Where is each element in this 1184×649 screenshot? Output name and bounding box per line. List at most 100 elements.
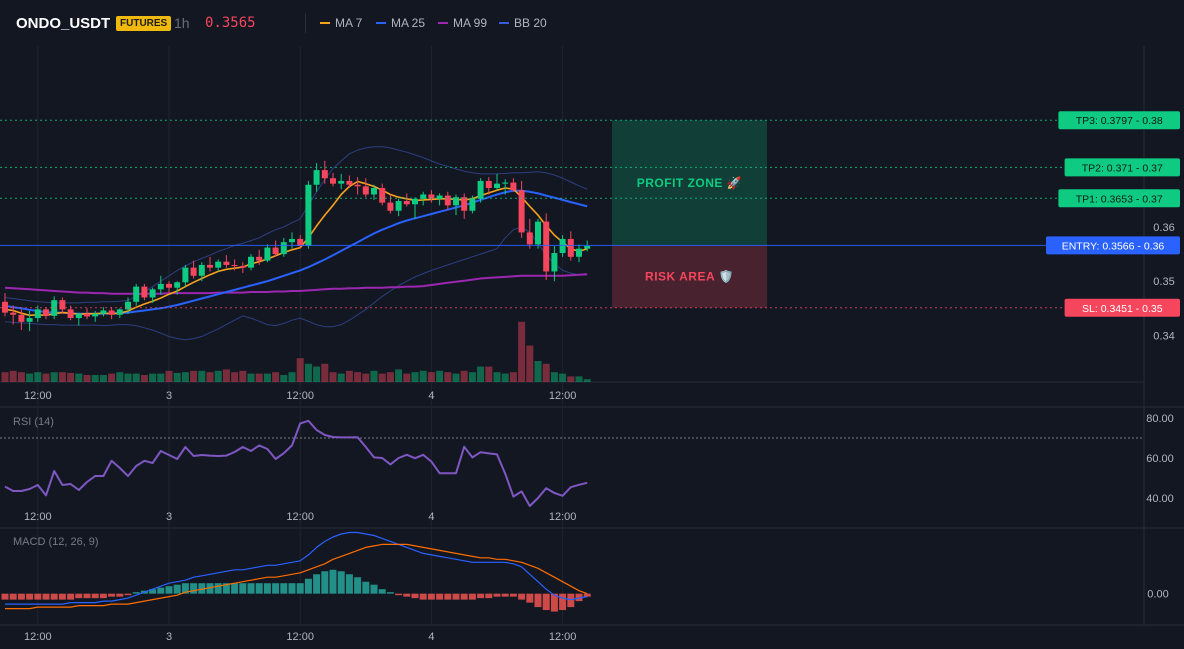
- chart-header: ONDO_USDT FUTURES 1h 0.3565 MA 7 MA 25 M…: [0, 0, 1184, 46]
- volume-bar: [559, 373, 567, 382]
- candle-body: [371, 187, 377, 195]
- macd-histogram-bar: [124, 593, 132, 596]
- candle-body: [428, 194, 435, 199]
- candle-body: [420, 194, 427, 199]
- time-axis-label: 4: [428, 390, 434, 402]
- volume-bar: [34, 372, 42, 382]
- volume-bar: [288, 372, 296, 382]
- tp-level-tag: [1064, 158, 1180, 177]
- macd-histogram-bar: [26, 593, 34, 600]
- candle-body: [559, 238, 566, 254]
- legend-ma25[interactable]: MA 25: [376, 16, 425, 30]
- time-axis-label: 12:00: [549, 511, 577, 523]
- time-axis-label: 12:00: [24, 511, 52, 523]
- time-axis-label: 4: [428, 511, 434, 523]
- macd-histogram-bar: [386, 592, 394, 594]
- volume-bar: [370, 370, 378, 382]
- macd-histogram-bar: [329, 569, 337, 594]
- candle-body: [461, 197, 468, 211]
- volume-bar: [501, 373, 509, 382]
- volume-bar: [280, 375, 288, 382]
- volume-bar: [83, 375, 91, 382]
- macd-histogram-bar: [255, 583, 263, 594]
- legend-ma7[interactable]: MA 7: [320, 16, 362, 30]
- time-axis-label: 4: [428, 631, 434, 643]
- macd-histogram-bar: [518, 593, 526, 600]
- macd-line: [5, 531, 588, 605]
- candle-body: [412, 198, 418, 205]
- symbol-label[interactable]: ONDO_USDT: [16, 15, 111, 32]
- candle-body: [256, 256, 263, 261]
- candle-body: [149, 289, 156, 298]
- volume-bar: [222, 369, 230, 382]
- volume-bar: [526, 345, 534, 382]
- macd-histogram-bar: [452, 593, 460, 600]
- candle-body: [133, 286, 140, 302]
- macd-histogram-bar: [321, 571, 329, 594]
- candle-body: [535, 221, 541, 245]
- candle-body: [26, 318, 33, 322]
- volume-bar: [518, 321, 526, 382]
- macd-histogram-bar: [83, 593, 91, 599]
- macd-histogram-bar: [378, 589, 386, 594]
- macd-histogram-bar: [58, 593, 66, 600]
- legend-bb20[interactable]: BB 20: [499, 16, 547, 30]
- volume-bar: [485, 366, 493, 382]
- macd-histogram-bar: [345, 574, 353, 594]
- macd-histogram-bar: [567, 593, 575, 608]
- macd-histogram-bar: [42, 593, 50, 600]
- macd-histogram-bar: [477, 593, 485, 599]
- candle-body: [34, 309, 41, 319]
- candle-body: [297, 238, 304, 246]
- legend-ma7-label: MA 7: [335, 16, 363, 30]
- macd-histogram-bar: [313, 574, 321, 594]
- candle-body: [59, 300, 66, 310]
- legend-ma99[interactable]: MA 99: [438, 16, 487, 30]
- macd-histogram-bar: [444, 593, 452, 600]
- macd-histogram-bar: [231, 583, 239, 594]
- ma99-swatch-icon: [438, 21, 448, 24]
- candle-body: [67, 309, 74, 319]
- macd-histogram-bar: [222, 583, 230, 594]
- volume-bar: [140, 375, 148, 382]
- candle-body: [10, 312, 17, 315]
- candle-body: [379, 187, 386, 203]
- macd-histogram-bar: [17, 593, 25, 600]
- macd-histogram-bar: [272, 583, 280, 594]
- timeframe-label[interactable]: 1h: [174, 15, 190, 31]
- candle-body: [469, 198, 476, 211]
- candle-body: [190, 267, 197, 276]
- macd-histogram-bar: [559, 593, 567, 611]
- macd-histogram-bar: [427, 593, 435, 600]
- bb-upper-line: [4, 146, 588, 304]
- volume-bar: [345, 370, 353, 382]
- macd-histogram-bar: [436, 593, 444, 600]
- volume-bar: [304, 363, 312, 382]
- volume-bar: [329, 372, 337, 382]
- macd-histogram-bar: [509, 593, 517, 597]
- macd-title: MACD (12, 26, 9): [13, 536, 99, 548]
- candle-body: [330, 178, 336, 184]
- price-axis-label: 0.36: [1153, 222, 1174, 234]
- ma25-swatch-icon: [376, 21, 386, 24]
- time-axis-label: 12:00: [286, 631, 314, 643]
- macd-histogram-bar: [116, 593, 124, 597]
- volume-bar: [1, 372, 9, 382]
- macd-histogram-bar: [181, 583, 189, 594]
- volume-bar: [165, 370, 173, 382]
- candle-body: [494, 183, 500, 188]
- macd-histogram-bar: [34, 593, 42, 600]
- volume-bar: [321, 363, 329, 382]
- macd-histogram-bar: [1, 593, 9, 600]
- macd-histogram-bar: [165, 586, 173, 594]
- macd-histogram-bar: [485, 593, 493, 599]
- candle-body: [223, 261, 230, 265]
- macd-histogram-bar: [132, 592, 140, 594]
- ma99-line: [4, 273, 588, 295]
- candle-body: [313, 170, 320, 185]
- volume-bar: [378, 373, 386, 382]
- volume-bar: [362, 373, 370, 382]
- volume-bar: [214, 370, 222, 382]
- volume-bar: [181, 372, 189, 382]
